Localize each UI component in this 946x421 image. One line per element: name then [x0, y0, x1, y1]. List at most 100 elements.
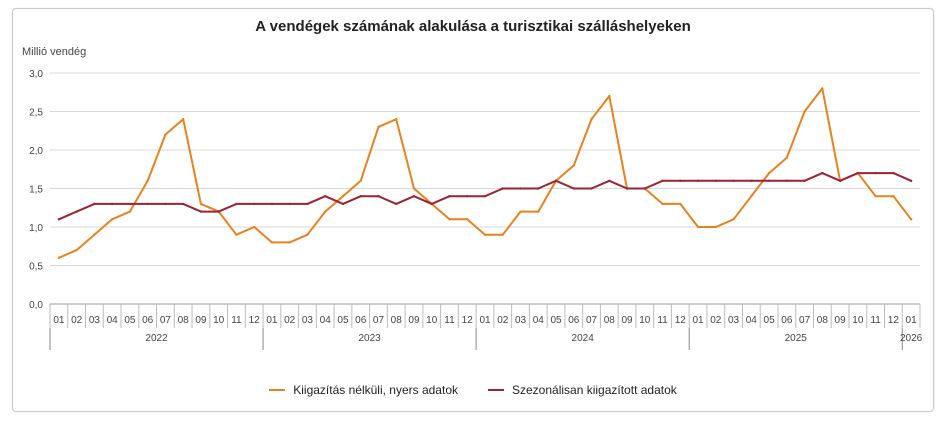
data-point [767, 171, 771, 175]
data-point [821, 87, 824, 90]
x-tick-label: 08 [178, 315, 190, 326]
data-point [785, 179, 789, 182]
x-tick-label: 05 [337, 315, 349, 326]
x-tick-label: 09 [835, 315, 847, 326]
data-point [164, 133, 167, 136]
legend-item-seasonal[interactable]: Szezonálisan kiigazított adatok [488, 383, 677, 397]
year-label: 2023 [358, 333, 381, 344]
x-tick-label: 07 [160, 315, 172, 326]
data-point [359, 179, 362, 182]
data-point [93, 233, 96, 236]
data-point [395, 202, 398, 206]
x-tick-label: 10 [426, 315, 438, 326]
x-tick-label: 03 [302, 315, 314, 326]
y-tick-label: 0,0 [29, 300, 43, 311]
data-point [590, 187, 593, 190]
data-point [146, 179, 149, 182]
data-point [909, 179, 913, 182]
x-tick-label: 08 [391, 315, 403, 326]
year-label: 2025 [785, 333, 808, 344]
year-label: 2022 [145, 333, 168, 344]
data-point [608, 179, 611, 182]
year-label: 2026 [900, 333, 923, 344]
data-point [572, 164, 575, 167]
data-point [803, 179, 806, 182]
data-point [448, 195, 451, 198]
data-point [93, 202, 96, 206]
x-tick-label: 10 [213, 315, 225, 326]
x-tick-label: 04 [533, 315, 545, 326]
x-tick-label: 06 [355, 315, 367, 326]
x-tick-label: 11 [657, 315, 668, 326]
data-point [714, 225, 718, 229]
data-point [643, 187, 646, 190]
data-point [412, 187, 416, 190]
legend-swatch-seasonal [488, 389, 504, 391]
y-tick-label: 1,0 [29, 223, 43, 234]
x-tick-label: 07 [586, 315, 598, 326]
x-tick-label: 01 [479, 315, 491, 326]
data-point [164, 202, 167, 206]
data-point [324, 210, 327, 213]
data-point [181, 202, 185, 206]
y-tick-label: 3,0 [29, 69, 43, 80]
data-point [128, 210, 132, 213]
data-point [395, 118, 398, 121]
data-point [892, 171, 895, 175]
legend-item-raw[interactable]: Kiigazítás nélküli, nyers adatok [269, 383, 458, 397]
data-point [572, 187, 575, 190]
data-point [110, 218, 114, 221]
x-tick-label: 07 [799, 315, 811, 326]
data-point [537, 187, 540, 190]
x-tick-label: 09 [195, 315, 207, 326]
year-label: 2024 [572, 333, 595, 344]
data-point [377, 195, 380, 198]
series-line-0 [57, 87, 913, 259]
x-tick-label: 11 [231, 315, 242, 326]
data-point [750, 195, 753, 198]
x-tick-label: 05 [764, 315, 776, 326]
data-point [483, 233, 487, 236]
chart-frame [12, 8, 934, 412]
x-tick-label: 08 [817, 315, 829, 326]
data-point [590, 118, 593, 121]
data-point [448, 218, 451, 221]
x-tick-label: 05 [550, 315, 562, 326]
data-point [324, 195, 327, 198]
x-tick-label: 02 [284, 315, 296, 326]
data-point [519, 187, 522, 190]
data-point [661, 202, 664, 206]
data-point [430, 202, 433, 206]
data-point [767, 179, 771, 182]
data-point [270, 241, 274, 244]
x-tick-label: 12 [888, 315, 900, 326]
x-tick-label: 04 [107, 315, 119, 326]
data-point [483, 195, 487, 198]
y-tick-label: 0,5 [29, 262, 43, 273]
data-point [146, 202, 149, 206]
data-point [554, 179, 558, 182]
x-tick-label: 12 [462, 315, 474, 326]
data-point [252, 202, 256, 206]
data-point [75, 248, 78, 252]
data-point [750, 179, 753, 182]
data-point [874, 171, 877, 175]
legend: Kiigazítás nélküli, nyers adatok Szezoná… [0, 383, 946, 397]
x-tick-label: 01 [266, 315, 278, 326]
data-point [696, 179, 700, 182]
data-point [235, 202, 238, 206]
data-point [785, 156, 789, 159]
data-point [537, 210, 540, 213]
data-point [288, 241, 291, 244]
x-tick-label: 01 [692, 315, 704, 326]
x-tick-label: 05 [124, 315, 136, 326]
y-tick-label: 2,0 [29, 146, 43, 157]
data-point [288, 202, 291, 206]
data-point [803, 110, 806, 113]
x-tick-label: 03 [515, 315, 527, 326]
y-tick-label: 2,5 [29, 108, 43, 119]
x-tick-label: 09 [408, 315, 420, 326]
data-point [679, 202, 682, 206]
x-tick-label: 02 [710, 315, 722, 326]
